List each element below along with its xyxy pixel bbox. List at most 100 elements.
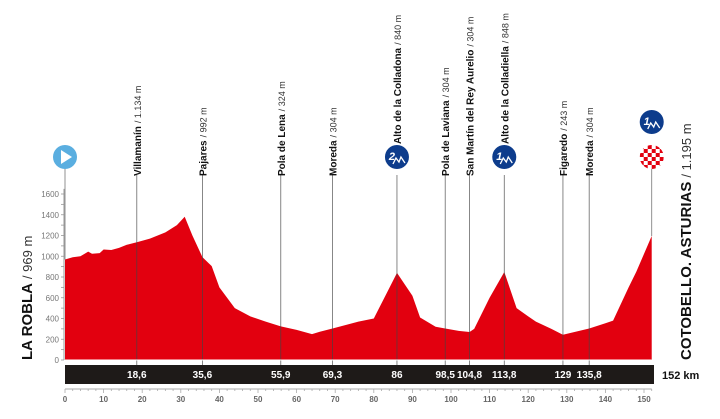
checkered-flag-icon	[639, 145, 664, 169]
distance-bar	[65, 365, 654, 384]
x-axis: 0 10 20 30 40 50 60 70 80 90 100 110 120 130 140 150	[63, 388, 653, 404]
x-tick-label: 140	[599, 395, 613, 404]
waypoint-altitude: / 304 m	[585, 107, 595, 137]
x-tick-label: 150	[637, 395, 651, 404]
x-tick-label: 10	[99, 395, 108, 404]
checker-square	[647, 145, 652, 149]
distance-label: 35,6	[193, 370, 213, 381]
waypoint-name: Pola de Laviana	[441, 100, 452, 176]
checker-square	[651, 165, 656, 169]
checker-square	[647, 161, 652, 165]
checker-square	[639, 161, 644, 165]
start-altitude: / 969 m	[20, 236, 35, 279]
waypoint-lines	[64, 168, 653, 383]
distance-label: 98,5	[435, 370, 455, 381]
waypoint-altitude: / 304 m	[466, 17, 476, 47]
waypoint-label: Moreda / 304 m	[585, 107, 596, 176]
waypoint-altitude: / 840 m	[393, 15, 403, 45]
y-tick-label: 1600	[41, 190, 59, 199]
waypoint-name: Figaredo	[559, 134, 570, 176]
elevation-profile-area	[65, 216, 652, 360]
waypoint-altitude: / 304 m	[441, 67, 451, 97]
waypoint-altitude: / 1.134 m	[133, 86, 143, 124]
y-tick-label: 200	[46, 335, 60, 344]
waypoint-label: Alto de la Colladona / 840 m	[393, 15, 404, 144]
checker-square	[647, 153, 652, 157]
mountain-icon	[392, 155, 406, 165]
checker-square	[643, 157, 648, 161]
y-axis: 0 200 400 600 800 1000 1200 1400 1600	[41, 188, 65, 365]
distance-label: 18,6	[127, 370, 147, 381]
waypoint-altitude: / 324 m	[277, 81, 287, 111]
x-tick-label: 40	[215, 395, 224, 404]
x-tick-label: 60	[292, 395, 301, 404]
waypoint-name: Pola de Lena	[277, 114, 288, 176]
distance-label: 129	[555, 370, 572, 381]
checker-square	[643, 149, 648, 153]
start-label: LA ROBLA / 969 m	[19, 236, 36, 360]
x-tick-label: 80	[369, 395, 378, 404]
y-tick-label: 400	[46, 315, 60, 324]
distance-labels: 18,6 35,6 55,9 69,3 86 98,5 104,8 113,8 129 135,8	[127, 370, 602, 381]
y-tick-label: 1000	[41, 252, 59, 261]
distance-label: 86	[391, 370, 403, 381]
checker-square	[659, 157, 664, 161]
finish-name: COTOBELLO. ASTURIAS	[678, 182, 695, 360]
waypoint-altitude: / 848 m	[500, 13, 510, 43]
x-tick-label: 70	[331, 395, 340, 404]
x-tick-label: 90	[408, 395, 417, 404]
x-tick-label: 0	[63, 395, 68, 404]
checker-square	[655, 153, 660, 157]
waypoint-label: San Martín del Rey Aurelio / 304 m	[466, 17, 477, 176]
climb-category-number: 1	[496, 151, 502, 163]
y-tick-label: 600	[46, 294, 60, 303]
climb-category-number: 2	[388, 151, 395, 163]
waypoint-name: Moreda	[328, 140, 339, 176]
waypoint-label: Pola de Laviana / 304 m	[441, 67, 452, 176]
waypoint-labels: Villamanín / 1.134 m Pajares / 992 m Pola de…	[133, 13, 596, 176]
climb-category-icon: 2	[384, 145, 409, 169]
play-triangle-icon	[61, 150, 72, 164]
distance-label: 69,3	[323, 370, 343, 381]
x-tick-label: 130	[560, 395, 574, 404]
distance-label: 55,9	[271, 370, 291, 381]
checker-square	[659, 165, 664, 169]
checker-square	[651, 157, 656, 161]
climb-category-icon: 1	[492, 145, 517, 169]
distance-label: 113,8	[492, 370, 517, 381]
mountain-icon	[499, 155, 513, 165]
finish-altitude: / 1.195 m	[679, 123, 694, 177]
y-tick-label: 0	[55, 356, 60, 365]
finish-label: COTOBELLO. ASTURIAS / 1.195 m	[678, 123, 695, 360]
waypoint-altitude: / 243 m	[559, 101, 569, 131]
distance-label: 135,8	[577, 370, 602, 381]
y-tick-label: 800	[46, 273, 60, 282]
icons: 2 1 1	[53, 110, 664, 169]
climb-category-icon: 1	[639, 110, 664, 134]
climb-category-number: 1	[644, 116, 650, 128]
waypoint-name: San Martín del Rey Aurelio	[466, 50, 477, 176]
x-tick-label: 20	[138, 395, 147, 404]
waypoint-name: Pajares	[198, 140, 209, 176]
y-tick-label: 1200	[41, 232, 59, 241]
climb-circle	[639, 110, 664, 134]
total-distance-label: 152 km	[662, 370, 700, 382]
x-tick-label: 110	[483, 395, 496, 404]
checker-pattern	[639, 145, 664, 169]
waypoint-label: Figaredo / 243 m	[559, 101, 570, 176]
y-tick-label: 1400	[41, 211, 59, 220]
mountain-icon	[647, 120, 661, 130]
x-tick-label: 100	[444, 395, 458, 404]
checker-square	[655, 161, 660, 165]
waypoint-altitude: / 992 m	[198, 107, 208, 137]
waypoint-label: Pola de Lena / 324 m	[277, 81, 288, 176]
checker-square	[639, 153, 644, 157]
distance-label: 104,8	[457, 370, 482, 381]
waypoint-name: Alto de la Colladiella	[500, 46, 511, 144]
climb-circle	[384, 145, 409, 169]
waypoint-altitude: / 304 m	[328, 107, 338, 137]
waypoint-name: Villamanín	[133, 126, 144, 176]
checker-square	[651, 149, 656, 153]
climb-circle	[492, 145, 517, 169]
